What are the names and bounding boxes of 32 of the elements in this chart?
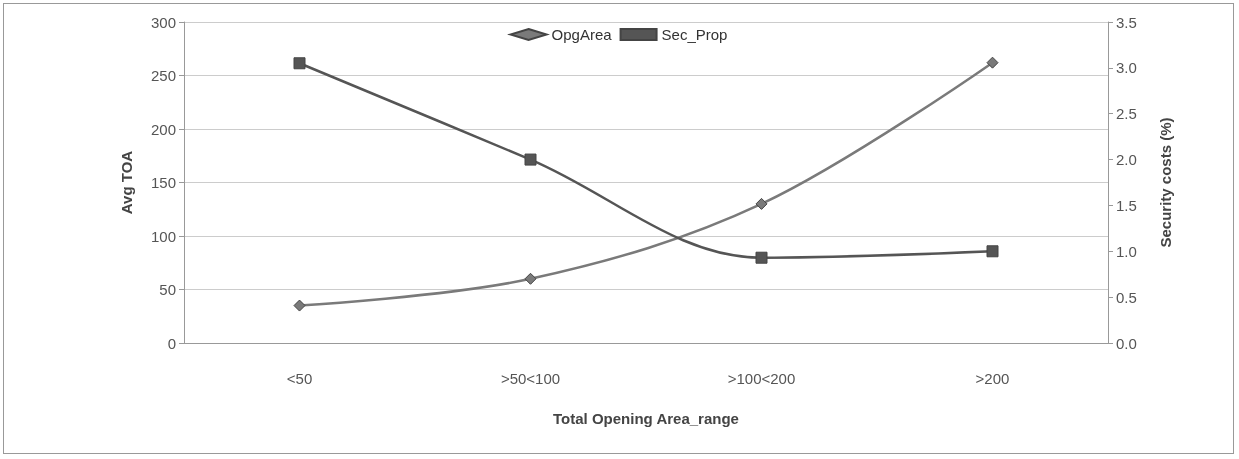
point [524, 153, 537, 166]
y-tick-label: 0 [167, 334, 176, 352]
y2-tick-label: 2.0 [1116, 151, 1137, 169]
x-axis-title: Total Opening Area_range [553, 410, 739, 427]
legend-label: Sec_Prop [661, 26, 728, 43]
x-tick-label: >50<100 [500, 370, 561, 387]
y-tick-label: 200 [150, 120, 176, 138]
x-tick-label: >200 [975, 370, 1010, 387]
y2-tick-label: 1.5 [1116, 196, 1137, 214]
point [755, 197, 768, 210]
y2-tick-label: 2.5 [1116, 105, 1137, 123]
y-tick-label: 300 [150, 13, 176, 31]
x-tick-label: <50 [286, 370, 313, 387]
y-tick-label: 250 [150, 67, 176, 84]
y2-tick-label: 3.0 [1116, 59, 1137, 77]
y-tick-label: 100 [150, 227, 176, 245]
point [524, 272, 537, 285]
point [755, 251, 768, 264]
point [293, 299, 306, 312]
point [293, 57, 306, 70]
legend-label: OpgArea [551, 26, 613, 43]
point [986, 56, 999, 69]
y-tick-label: 50 [159, 281, 176, 298]
y2-tick-label: 3.5 [1116, 13, 1137, 31]
x-tick-label: >100<200 [727, 370, 796, 387]
y2-tick-label: 0.5 [1116, 288, 1137, 306]
y-axis-title: Avg TOA [118, 150, 135, 215]
y-tick-label: 150 [150, 174, 176, 191]
y2-axis-title: Security costs (%) [1157, 117, 1174, 248]
point [986, 245, 999, 258]
y2-tick-label: 1.0 [1116, 242, 1137, 260]
y2-tick-label: 0.0 [1116, 334, 1137, 352]
